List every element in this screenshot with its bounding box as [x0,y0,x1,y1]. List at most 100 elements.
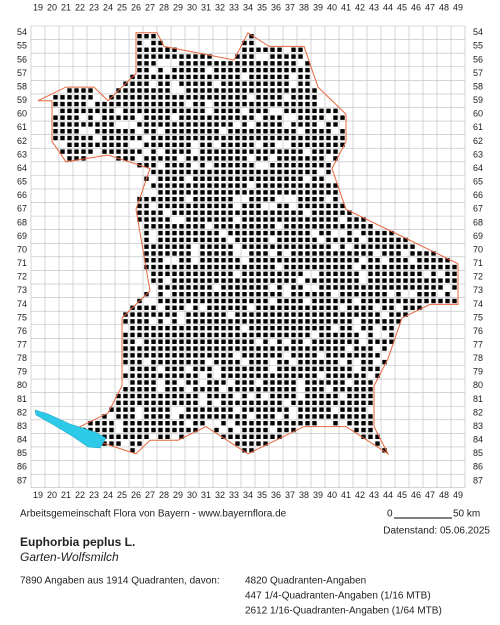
occurrence-dot [256,421,261,426]
occurrence-dot [263,264,268,270]
occurrence-dot [193,421,198,426]
occurrence-dot [298,414,303,419]
stats-line: 447 1/4-Quadranten-Angaben (1/16 MTB) [245,591,431,602]
occurrence-dot [228,224,233,229]
occurrence-dot [214,230,219,236]
occurrence-dot [319,244,324,249]
occurrence-dot [214,414,219,419]
occurrence-dot [298,292,303,297]
occurrence-dot [256,190,261,195]
column-label: 41 [341,2,351,12]
stats-summary: 7890 Angaben aus 1914 Quadranten, davon: [20,576,220,587]
occurrence-dot [235,332,240,338]
occurrence-dot [165,230,170,236]
occurrence-dot [207,285,212,290]
occurrence-dot [221,169,226,175]
occurrence-dot [158,190,163,195]
occurrence-dot [326,251,331,256]
occurrence-dot [137,332,142,338]
occurrence-dot [81,135,86,141]
occurrence-dot [263,156,268,161]
occurrence-dot [249,224,254,229]
occurrence-dot [242,339,247,344]
occurrence-dot [368,353,373,358]
occurrence-dot [200,353,205,358]
occurrence-dot [368,271,373,277]
occurrence-dot [256,387,261,392]
occurrence-dot [67,88,72,93]
occurrence-dot [263,319,268,324]
occurrence-dot [326,217,331,222]
occurrence-dot [298,244,303,249]
occurrence-dot [179,332,184,338]
occurrence-dot [214,353,219,358]
occurrence-dot [137,380,142,385]
occurrence-dot [354,305,359,310]
occurrence-dot [291,305,296,310]
occurrence-dot [158,339,163,344]
occurrence-dot [452,298,457,304]
occurrence-dot [228,156,233,161]
occurrence-dot [326,129,331,134]
occurrence-dot [312,353,317,358]
occurrence-dot [270,407,275,412]
occurrence-dot [158,142,163,148]
occurrence-dot [249,441,254,446]
row-label: 54 [473,27,483,37]
occurrence-dot [270,190,275,195]
column-label: 39 [313,490,323,500]
occurrence-dot [151,149,156,154]
occurrence-dot [249,210,254,215]
occurrence-dot [298,210,303,215]
occurrence-dot [221,162,226,168]
occurrence-dot [270,278,275,283]
occurrence-dot [186,190,191,195]
occurrence-dot [214,332,219,338]
occurrence-dot [312,88,317,93]
occurrence-dot [116,129,121,134]
occurrence-dot [256,169,261,175]
occurrence-dot [130,319,135,324]
occurrence-dot [326,169,331,175]
occurrence-dot [207,95,212,100]
occurrence-dot [137,366,142,372]
occurrence-dot [249,129,254,134]
occurrence-dot [326,278,331,283]
occurrence-dot [291,427,296,433]
occurrence-dot [137,81,142,86]
occurrence-dot [312,380,317,385]
occurrence-dot [333,135,338,141]
occurrence-dot [340,292,345,297]
occurrence-dot [312,122,317,127]
occurrence-dot [396,312,401,317]
occurrence-dot [158,258,163,263]
occurrence-dot [298,325,303,331]
occurrence-dot [452,271,457,277]
occurrence-dot [277,61,282,66]
occurrence-dot [151,244,156,249]
occurrence-dot [263,427,268,433]
occurrence-dot [186,67,191,73]
occurrence-dot [305,305,310,310]
occurrence-dot [277,156,282,161]
occurrence-dot [333,380,338,385]
occurrence-dot [340,332,345,338]
occurrence-dot [354,387,359,392]
column-label: 39 [313,2,323,12]
occurrence-dot [200,264,205,270]
occurrence-dot [417,292,422,297]
occurrence-dot [256,353,261,358]
occurrence-dot [263,271,268,277]
occurrence-dot [165,47,170,52]
date: Datenstand: 05.06.2025 [383,526,490,537]
occurrence-dot [81,149,86,154]
occurrence-dot [298,400,303,406]
occurrence-dot [298,353,303,358]
occurrence-dot [144,88,149,93]
occurrence-dot [81,122,86,127]
occurrence-dot [144,414,149,419]
occurrence-dot [144,217,149,222]
occurrence-dot [221,183,226,188]
occurrence-dot [263,210,268,215]
occurrence-dot [347,217,352,222]
